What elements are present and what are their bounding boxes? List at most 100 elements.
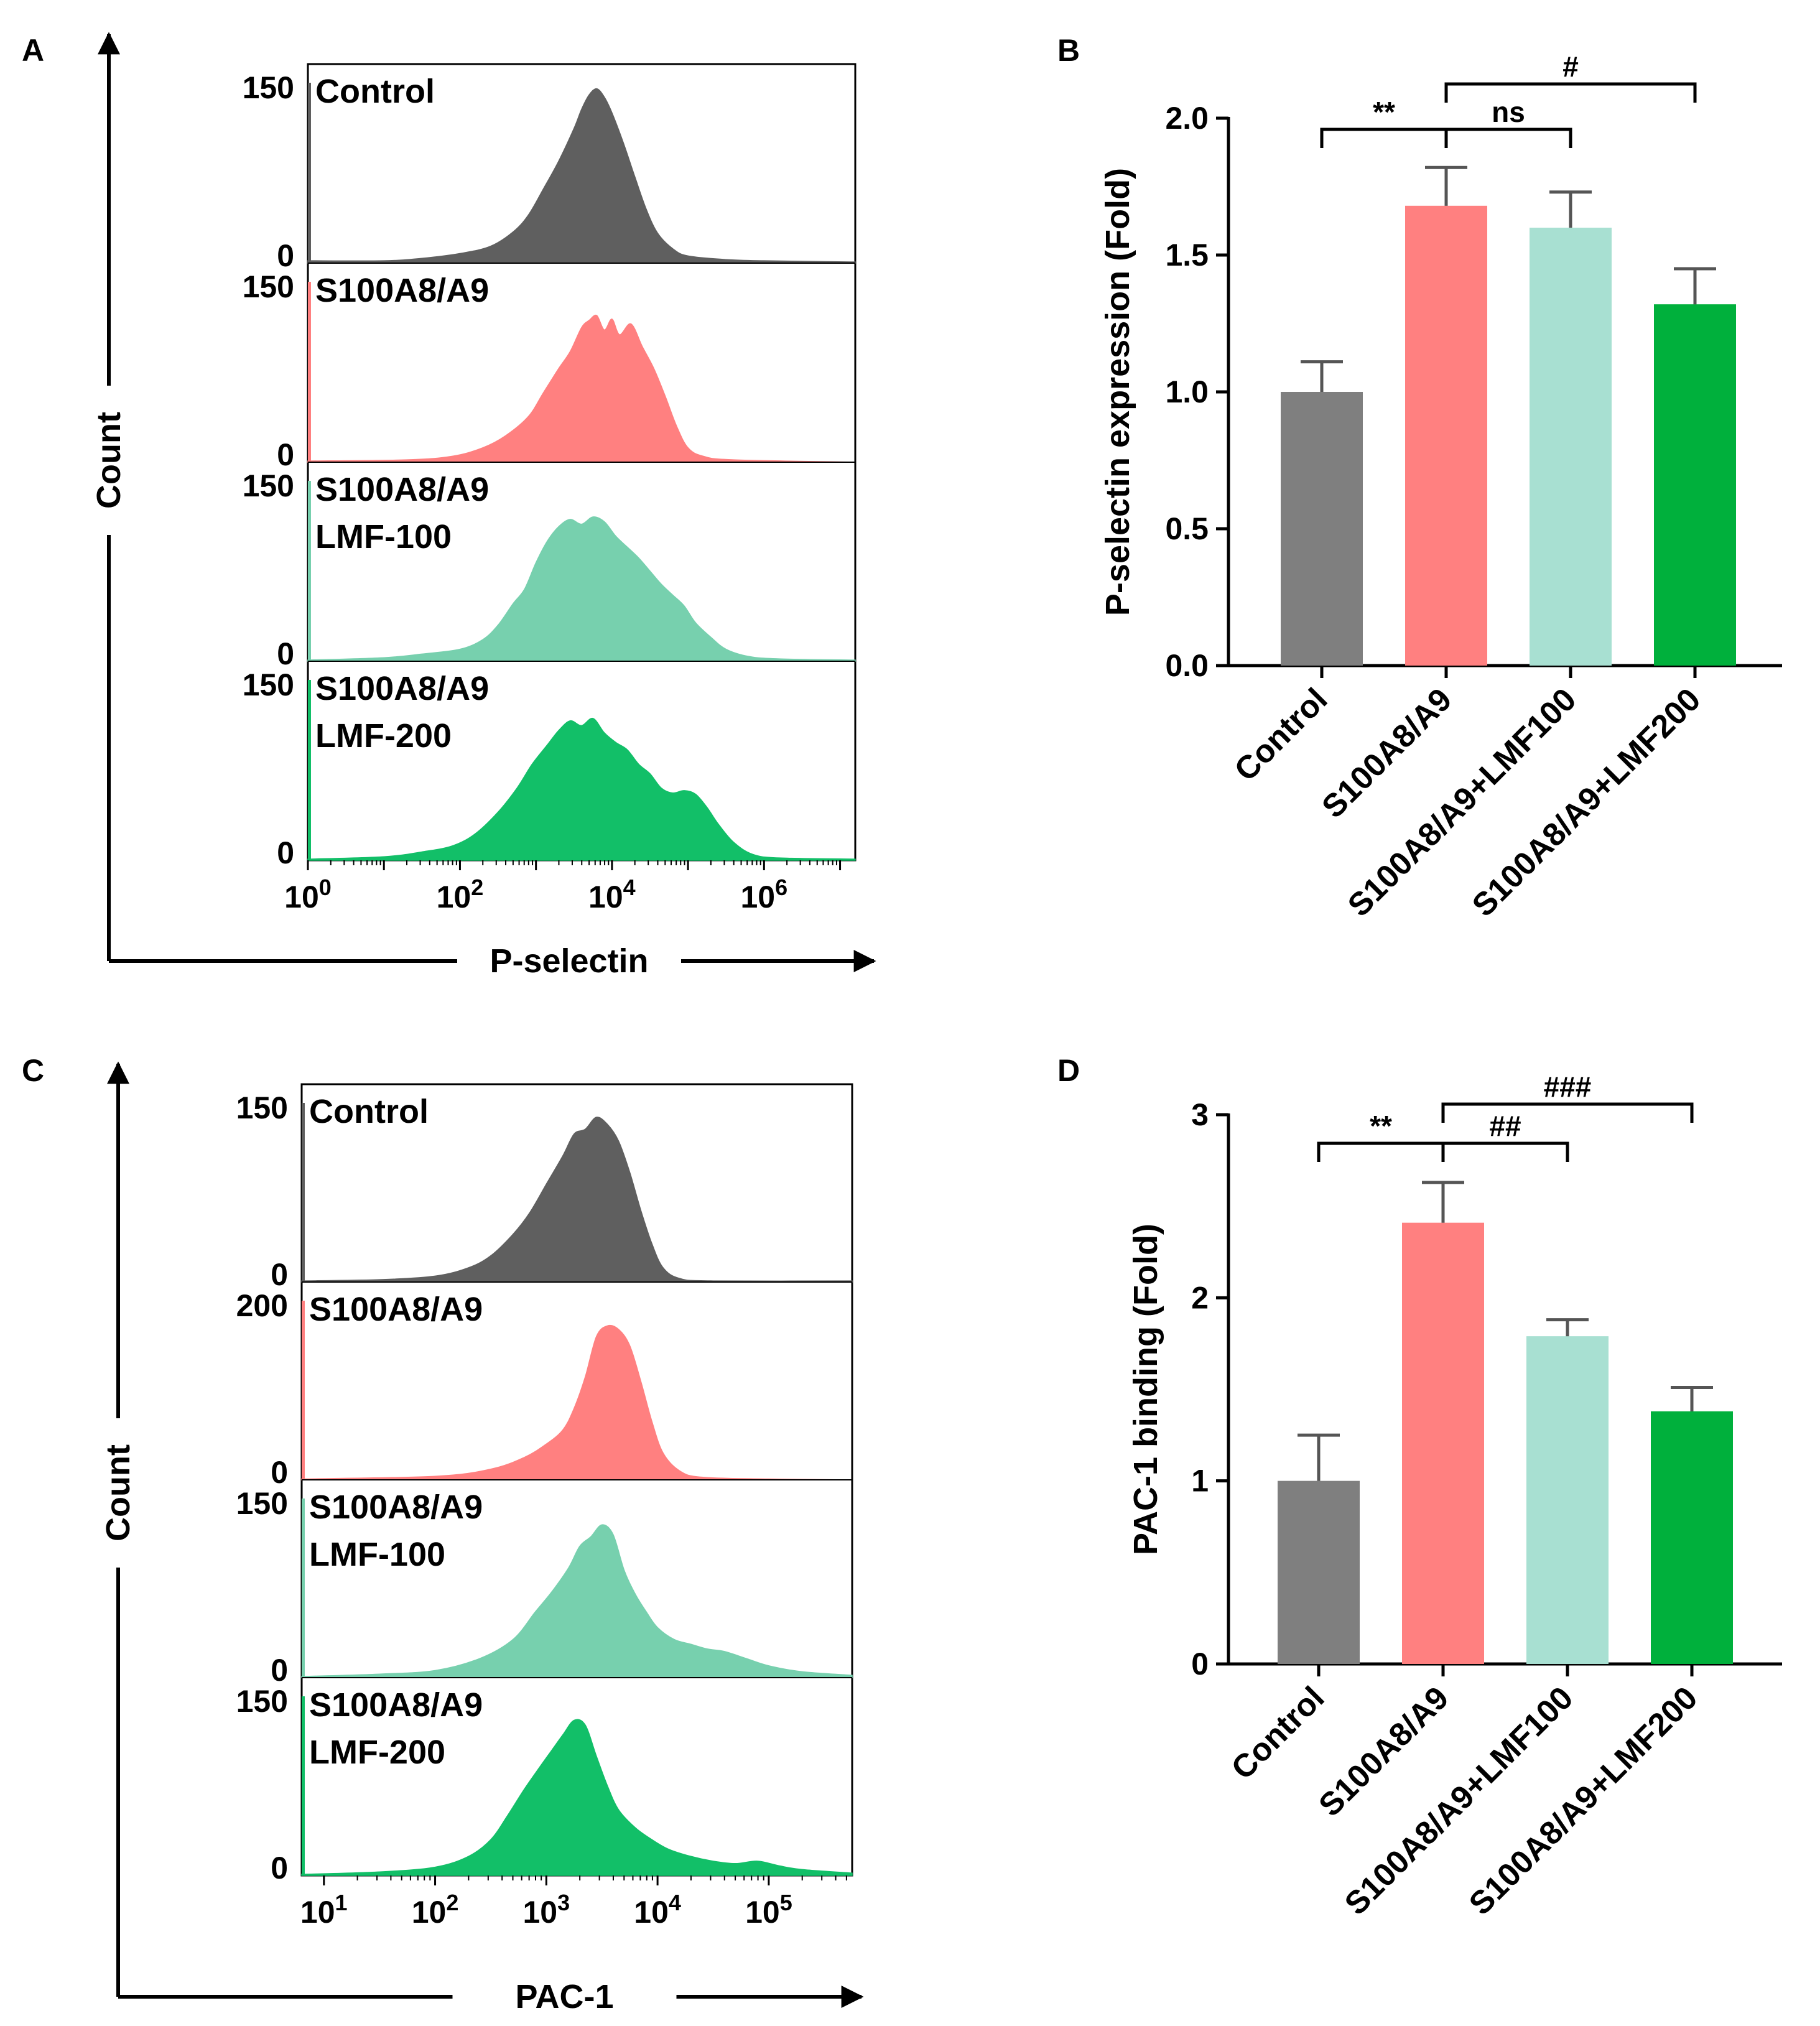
y-tick-label-4: 2.0 xyxy=(1165,101,1209,136)
x-tick-base: 10 xyxy=(588,880,623,914)
count-label-gap xyxy=(100,1418,137,1568)
y-axis-title: PAC-1 binding (Fold) xyxy=(1127,1224,1164,1555)
x-tick-label-1: 102 xyxy=(412,1890,459,1930)
histogram-3 xyxy=(307,718,856,861)
bar-1 xyxy=(1405,205,1487,666)
histogram-1 xyxy=(307,314,856,463)
x-tick-base: 10 xyxy=(284,880,319,914)
panel-b-bar-chart: 0.0 0.5 1.0 1.5 2.0 P-selectin expression (Fo… xyxy=(1099,50,1782,924)
panel-a-histograms: CountP-selectin1500Control1500S100A8/A91… xyxy=(90,32,876,980)
bar-3 xyxy=(1651,1411,1733,1664)
y-tick-label-1: 0.5 xyxy=(1165,511,1209,546)
x-tick-label-2: 104 xyxy=(588,875,636,914)
y-min-label-0: 0 xyxy=(271,1257,288,1292)
y-max-label-2: 150 xyxy=(243,468,294,503)
y-tick-label-3: 3 xyxy=(1191,1097,1209,1132)
x-axis-title: P-selectin xyxy=(490,942,648,980)
x-tick-label-3: 106 xyxy=(741,875,788,914)
y-axis-title: Count xyxy=(90,412,128,509)
x-tick-label-4: 105 xyxy=(745,1890,792,1930)
x-tick-exponent: 0 xyxy=(319,875,332,900)
panel-c-histograms: CountPAC-11500Control2000S100A8/A91500S1… xyxy=(100,1061,864,2015)
significance-bracket-1 xyxy=(1444,128,1572,148)
x-tick-label-3: 104 xyxy=(634,1890,681,1930)
significance-label-2: # xyxy=(1562,50,1579,83)
x-tick-exponent: 5 xyxy=(780,1890,792,1915)
x-tick-base: 10 xyxy=(300,1895,335,1930)
significance-bracket-2 xyxy=(1441,1102,1694,1123)
y-tick-label-0: 0.0 xyxy=(1165,648,1209,683)
y-axis-title: P-selectin expression (Fold) xyxy=(1099,168,1136,616)
bar-0 xyxy=(1281,392,1363,666)
x-tick-label-0: 101 xyxy=(300,1890,348,1930)
x-tick-label-1: 102 xyxy=(437,875,484,914)
track-label-0-0: Control xyxy=(315,73,435,110)
significance-bracket-0 xyxy=(1317,1141,1445,1162)
histogram-2 xyxy=(301,1524,853,1678)
bar-3 xyxy=(1654,304,1736,666)
bar-2 xyxy=(1526,1336,1609,1664)
category-label-3: S100A8/A9+LMF200 xyxy=(1465,681,1707,923)
x-tick-label-2: 103 xyxy=(523,1890,570,1930)
significance-bracket-2 xyxy=(1444,82,1697,103)
significance-label-0: ** xyxy=(1370,1110,1392,1142)
y-min-label-1: 0 xyxy=(277,437,294,472)
y-min-label-2: 0 xyxy=(277,636,294,671)
x-tick-base: 10 xyxy=(741,880,776,914)
track-label-3-1: LMF-200 xyxy=(309,1734,445,1771)
panel-letter-c: C xyxy=(22,1053,44,1088)
histogram-0 xyxy=(307,88,856,264)
y-tick-label-0: 0 xyxy=(1191,1647,1209,1681)
y-tick-label-2: 1.0 xyxy=(1165,374,1209,409)
x-tick-exponent: 4 xyxy=(623,875,636,900)
y-min-label-0: 0 xyxy=(277,238,294,273)
histogram-1 xyxy=(301,1324,853,1480)
track-label-2-1: LMF-100 xyxy=(315,518,452,555)
y-max-label-1: 200 xyxy=(236,1288,288,1323)
y-tick-label-1: 1 xyxy=(1191,1464,1209,1499)
x-label-gap xyxy=(452,1978,677,2015)
category-label-0: Control xyxy=(1228,681,1335,788)
x-tick-base: 10 xyxy=(437,880,471,914)
x-tick-exponent: 4 xyxy=(669,1890,681,1915)
y-min-label-1: 0 xyxy=(271,1455,288,1490)
significance-label-2: ### xyxy=(1544,1071,1592,1103)
y-max-label-2: 150 xyxy=(236,1486,288,1521)
x-tick-base: 10 xyxy=(412,1895,447,1930)
bar-1 xyxy=(1402,1222,1484,1664)
x-label-gap xyxy=(457,942,681,980)
histogram-3 xyxy=(301,1719,853,1876)
histogram-spike-2 xyxy=(308,481,311,661)
x-tick-exponent: 1 xyxy=(335,1890,348,1915)
track-label-3-0: S100A8/A9 xyxy=(309,1686,483,1724)
track-label-3-0: S100A8/A9 xyxy=(315,670,489,707)
track-label-2-1: LMF-100 xyxy=(309,1536,445,1573)
histogram-spike-2 xyxy=(302,1499,305,1678)
x-tick-base: 10 xyxy=(745,1895,780,1930)
y-max-label-0: 150 xyxy=(236,1090,288,1125)
y-max-label-1: 150 xyxy=(243,269,294,304)
histogram-spike-3 xyxy=(308,680,311,860)
histogram-2 xyxy=(307,516,856,662)
track-label-0-0: Control xyxy=(309,1093,429,1130)
x-tick-exponent: 2 xyxy=(446,1890,458,1915)
x-tick-base: 10 xyxy=(523,1895,558,1930)
track-label-1-0: S100A8/A9 xyxy=(309,1291,483,1328)
bar-0 xyxy=(1278,1480,1360,1664)
panel-letter-a: A xyxy=(22,33,44,68)
panel-letter-d: D xyxy=(1057,1053,1080,1088)
y-max-label-3: 150 xyxy=(243,667,294,702)
panel-letter-b: B xyxy=(1057,33,1080,68)
histogram-0 xyxy=(301,1117,853,1283)
histogram-spike-0 xyxy=(302,1103,305,1282)
category-label-2: S100A8/A9+LMF100 xyxy=(1338,1680,1580,1921)
x-tick-label-0: 100 xyxy=(284,875,332,914)
category-label-3: S100A8/A9+LMF200 xyxy=(1462,1680,1704,1921)
category-label-2: S100A8/A9+LMF100 xyxy=(1341,681,1583,923)
x-tick-base: 10 xyxy=(634,1895,669,1930)
y-min-label-2: 0 xyxy=(271,1653,288,1688)
x-tick-exponent: 2 xyxy=(471,875,483,900)
histogram-spike-1 xyxy=(302,1301,305,1480)
